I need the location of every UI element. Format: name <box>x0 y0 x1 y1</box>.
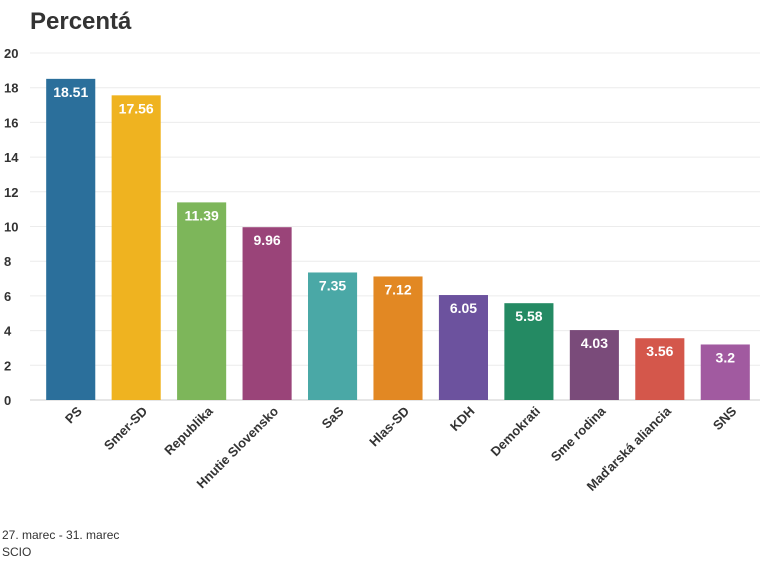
y-tick-label: 6 <box>4 289 11 304</box>
y-tick-label: 10 <box>4 220 18 235</box>
date-range: 27. marec - 31. marec <box>2 528 120 542</box>
y-tick-label: 14 <box>4 150 19 165</box>
bar <box>177 202 227 400</box>
x-category-label: SaS <box>319 403 347 431</box>
bar-value-label: 5.58 <box>515 308 542 324</box>
y-tick-label: 2 <box>4 358 11 373</box>
bar <box>504 303 554 400</box>
x-category-label: Sme rodina <box>548 403 609 464</box>
x-category-label: SNS <box>710 403 740 433</box>
y-tick-label: 18 <box>4 81 18 96</box>
bar-value-label: 17.56 <box>119 100 154 116</box>
bar <box>635 338 685 400</box>
bar <box>373 276 423 400</box>
bars: 18.51 17.56 11.39 9.96 7.35 7.12 6.05 5.58 4.03 3… <box>46 78 750 401</box>
x-category-label: Demokrati <box>487 404 543 460</box>
y-axis-ticks: 0 2 4 6 8 10 12 14 16 18 20 <box>4 46 19 408</box>
bar-value-label: 18.51 <box>53 84 88 100</box>
bar <box>46 78 96 400</box>
bar <box>569 330 619 400</box>
x-category-label: KDH <box>447 404 478 435</box>
bar-value-label: 3.2 <box>716 349 736 365</box>
x-category-label: PS <box>62 403 85 426</box>
bar-value-label: 6.05 <box>450 300 477 316</box>
bar-value-label: 9.96 <box>253 232 280 248</box>
bar-chart: 0 2 4 6 8 10 12 14 16 18 20 18.51 17.56 11.39 9.96 7.3… <box>4 46 760 494</box>
y-tick-label: 12 <box>4 185 18 200</box>
bar-value-label: 11.39 <box>185 207 219 223</box>
y-tick-label: 8 <box>4 254 11 269</box>
bar-value-label: 3.56 <box>646 343 673 359</box>
x-category-label: Smer-SD <box>101 404 150 453</box>
bar <box>700 344 750 400</box>
bar-value-label: 7.12 <box>384 281 411 297</box>
bar-value-label: 4.03 <box>581 335 608 351</box>
chart-title: Percentá <box>30 8 132 35</box>
source-label: SCIO <box>2 545 32 559</box>
bar <box>242 227 292 400</box>
bar-value-label: 7.35 <box>319 277 346 293</box>
bar <box>308 272 358 400</box>
x-category-label: Hlas-SD <box>366 404 412 450</box>
x-category-label: Republika <box>161 403 216 458</box>
bar <box>438 295 488 400</box>
y-tick-label: 0 <box>4 393 11 408</box>
y-tick-label: 16 <box>4 115 18 130</box>
y-tick-label: 4 <box>4 324 12 339</box>
bar <box>111 95 161 401</box>
y-tick-label: 20 <box>4 46 18 61</box>
chart-footer: 27. marec - 31. marec SCIO <box>2 527 119 561</box>
